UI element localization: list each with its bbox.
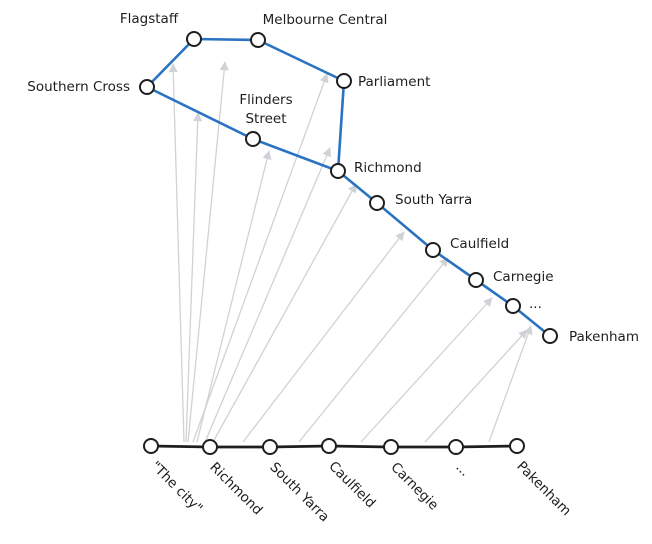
- mapping-arrow-carnegie-to-carnegie: [360, 297, 493, 443]
- mapping-arrow-south-yarra-to-south-yarra: [242, 231, 405, 443]
- mapping-arrow-richmond-to-richmond: [212, 183, 357, 443]
- baseline-line: [149, 444, 519, 449]
- baseline-stop-caulfield-node: [321, 438, 337, 454]
- route-edge-parliament-richmond: [336, 79, 346, 173]
- baseline-stop-carnegie-label: Carnegie: [387, 459, 441, 513]
- baseline-stop-pakenham-node: [509, 438, 525, 454]
- mapping-arrow-the-city-to-flinders-street: [196, 150, 272, 443]
- route-station-ellipsis-node: [505, 298, 521, 314]
- route-station-south-yarra-label: South Yarra: [395, 192, 472, 208]
- baseline-stop-caulfield-label: Caulfield: [325, 458, 378, 511]
- baseline-stop-richmond-label: Richmond: [206, 459, 265, 518]
- mapping-arrow-caulfield-to-caulfield: [298, 257, 449, 443]
- route-station-parliament-label: Parliament: [358, 74, 430, 90]
- mapping-arrows: [168, 61, 533, 443]
- baseline-stop-the-city-node: [143, 438, 159, 454]
- mapping-arrow-the-city-to-melbourne-central: [187, 61, 229, 443]
- route-station-carnegie-label: Carnegie: [493, 269, 554, 285]
- route-edge-southern-cross-flinders-street: [145, 85, 255, 141]
- route-edge-caulfield-carnegie: [431, 248, 478, 282]
- route-station-melbourne-central-label: Melbourne Central: [263, 12, 388, 28]
- mapping-arrow-the-city-to-flagstaff: [185, 112, 203, 443]
- route-station-pakenham-label: Pakenham: [569, 329, 639, 345]
- route-station-caulfield-label: Caulfield: [450, 236, 509, 252]
- baseline-segment-south-yarra-caulfield: [268, 444, 331, 449]
- route-edge-richmond-south-yarra: [336, 169, 379, 205]
- route-station-melbourne-central-node: [250, 32, 266, 48]
- route-station-flinders-street-label: Flinders Street: [239, 92, 292, 127]
- route-station-flagstaff-label: Flagstaff: [120, 11, 179, 27]
- route-station-south-yarra-node: [369, 195, 385, 211]
- baseline-stop-the-city-label: "The city": [147, 458, 205, 516]
- baseline-segment-caulfield-carnegie: [327, 444, 393, 449]
- baseline-stop-south-yarra-label: South Yarra: [266, 459, 332, 525]
- route-station-southern-cross-label: Southern Cross: [27, 79, 130, 95]
- baseline-stop-ellipsis-label: ...: [452, 459, 472, 479]
- route-edge-south-yarra-caulfield: [375, 201, 435, 252]
- route-station-flagstaff-node: [186, 31, 202, 47]
- route-edge-flinders-street-richmond: [251, 137, 340, 173]
- baseline-stop-ellipsis-node: [448, 439, 464, 455]
- route-edge-melbourne-central-parliament: [256, 38, 346, 83]
- route-station-parliament-node: [336, 73, 352, 89]
- mapping-arrow-ellipsis-to-ellipsis: [424, 329, 528, 443]
- baseline-segment-ellipsis-pakenham: [454, 444, 519, 449]
- route-edge-southern-cross-flagstaff: [145, 37, 196, 89]
- baseline-segment-the-city-richmond: [149, 444, 212, 449]
- route-station-caulfield-node: [425, 242, 441, 258]
- route-station-ellipsis-label: ...: [529, 296, 542, 312]
- baseline-stop-south-yarra-node: [262, 439, 278, 455]
- baseline-stop-carnegie-node: [383, 439, 399, 455]
- route-station-carnegie-node: [468, 272, 484, 288]
- baseline-stop-pakenham-label: Pakenham: [513, 458, 574, 519]
- mapping-arrow-the-city-to-parliament: [192, 73, 329, 443]
- route-station-flinders-street-node: [245, 131, 261, 147]
- route-station-richmond-node: [330, 163, 346, 179]
- mapping-arrow-pakenham-to-pakenham: [488, 325, 533, 443]
- route-station-pakenham-node: [542, 328, 558, 344]
- station-nodes: [139, 31, 558, 455]
- baseline-stop-richmond-node: [202, 439, 218, 455]
- route-edge-flagstaff-melbourne-central: [192, 37, 260, 42]
- route-station-richmond-label: Richmond: [354, 160, 422, 176]
- mapping-arrow-the-city-to-richmond: [204, 147, 331, 443]
- route-station-southern-cross-node: [139, 79, 155, 95]
- mapping-arrow-the-city-to-southern-cross: [168, 63, 185, 443]
